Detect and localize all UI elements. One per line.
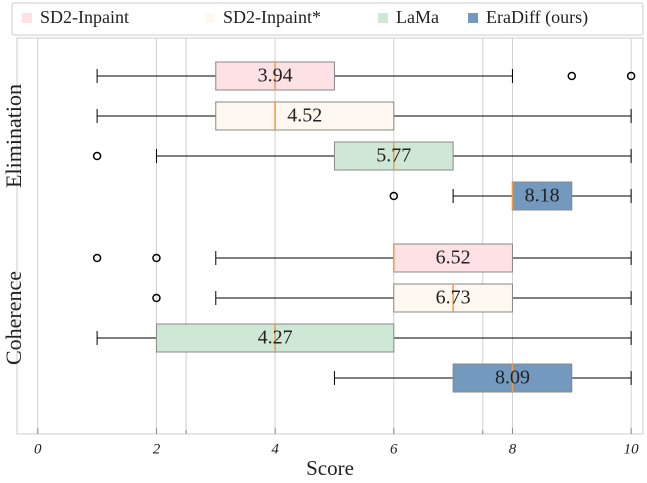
mean-label: 3.94 — [258, 65, 293, 87]
x-axis-label: Score — [306, 456, 354, 480]
mean-label: 8.09 — [495, 367, 530, 389]
legend-label: LaMa — [396, 7, 439, 27]
mean-label: 8.18 — [525, 185, 560, 207]
outlier — [92, 151, 102, 161]
x-tick-label: 6 — [390, 441, 398, 457]
mean-label: 6.52 — [436, 247, 471, 269]
legend-swatch — [468, 13, 478, 23]
x-tick-label: 2 — [153, 441, 161, 457]
x-tick-label: 4 — [271, 441, 279, 457]
outlier — [152, 293, 161, 303]
box — [215, 101, 395, 131]
legend-frame — [11, 2, 644, 36]
plot-frame — [16, 37, 644, 435]
outlier — [92, 253, 102, 263]
legend-swatch — [378, 13, 388, 23]
group-label: Elimination — [1, 84, 26, 188]
outlier — [152, 253, 161, 263]
legend-label: SD2-Inpaint* — [223, 7, 321, 27]
legend-label: EraDiff (ours) — [486, 7, 588, 28]
legend-swatch — [205, 13, 215, 23]
legend-label: SD2-Inpaint — [40, 7, 129, 27]
x-tick-label: 10 — [624, 441, 640, 457]
mean-label: 5.77 — [376, 145, 411, 167]
legend-swatch — [22, 13, 32, 23]
x-tick-label: 0 — [34, 441, 42, 457]
group-label: Coherence — [1, 271, 26, 365]
x-tick-label: 8 — [509, 441, 517, 457]
outlier — [626, 71, 636, 81]
outlier — [389, 191, 399, 201]
mean-label: 4.27 — [258, 327, 293, 349]
mean-label: 6.73 — [436, 287, 471, 309]
box — [393, 243, 513, 273]
mean-label: 4.52 — [287, 105, 322, 127]
outlier — [567, 71, 577, 81]
